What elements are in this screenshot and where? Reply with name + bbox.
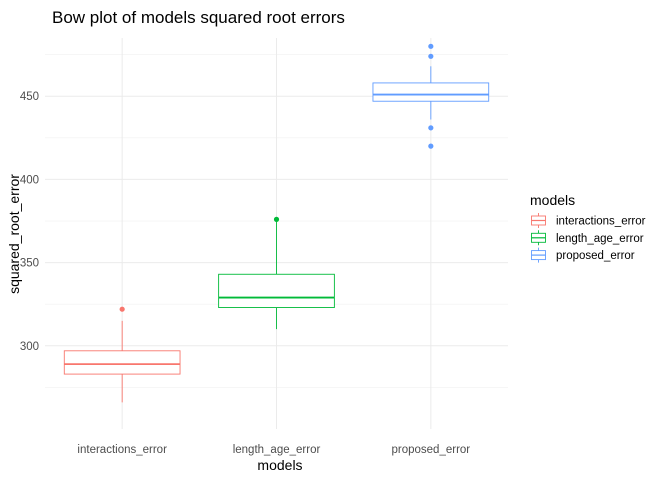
y-tick-label: 450 — [20, 91, 39, 103]
legend-key-interactions_error — [531, 213, 546, 228]
legend-label: length_age_error — [556, 233, 644, 245]
x-axis-ticks: interactions_error length_age_error propos… — [77, 444, 470, 456]
x-tick-label: interactions_error — [77, 444, 167, 456]
outlier-point — [119, 306, 125, 312]
box-length_age_error — [218, 216, 335, 330]
outlier-point — [428, 53, 434, 59]
y-axis-title: squared_root_error — [6, 174, 22, 294]
legend-key-length_age_error — [531, 230, 546, 246]
box-interactions_error — [63, 306, 181, 403]
boxes — [63, 43, 490, 403]
chart-title: Bow plot of models squared root errors — [52, 8, 345, 27]
outlier-point — [428, 143, 434, 149]
legend-key-proposed_error — [531, 247, 546, 263]
y-tick-label: 350 — [20, 258, 39, 270]
outlier-point — [428, 43, 434, 49]
legend-label: proposed_error — [556, 250, 635, 262]
y-tick-label: 300 — [20, 341, 39, 353]
iqr-box — [218, 273, 335, 308]
outlier-point — [428, 125, 434, 131]
x-axis-title: models — [257, 457, 302, 473]
outlier-point — [273, 216, 280, 222]
legend: models interactions_error length_age_erro… — [530, 192, 646, 263]
iqr-box — [63, 350, 181, 375]
box-proposed_error — [372, 43, 490, 149]
iqr-box — [372, 82, 490, 102]
x-tick-label: length_age_error — [233, 444, 321, 456]
x-tick-label: proposed_error — [392, 444, 471, 456]
legend-label: interactions_error — [556, 216, 646, 228]
y-axis-ticks: 300 350 400 450 — [20, 91, 39, 353]
legend-title: models — [530, 192, 575, 208]
y-tick-label: 400 — [20, 174, 39, 186]
